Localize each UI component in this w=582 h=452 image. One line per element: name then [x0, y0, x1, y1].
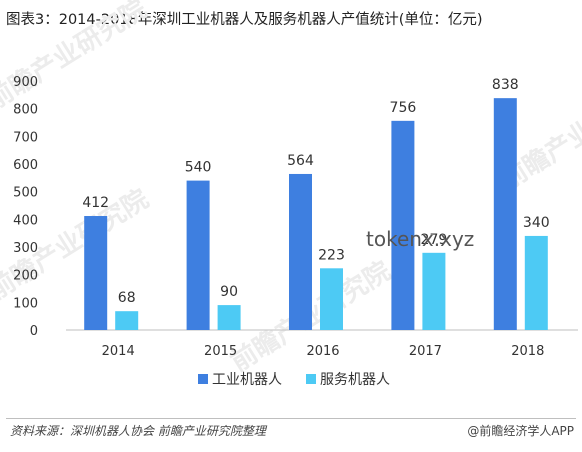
- legend-label: 服务机器人: [320, 372, 390, 388]
- data-label: 279: [421, 232, 448, 248]
- x-tick-label: 2015: [204, 344, 237, 359]
- y-tick-label: 500: [13, 186, 38, 201]
- data-label: 838: [492, 77, 519, 93]
- chart-title: 图表3：2014-2018年深圳工业机器人及服务机器人产值统计(单位：亿元): [6, 12, 483, 28]
- legend-swatch: [198, 374, 208, 384]
- bar-service-2017: [422, 252, 446, 330]
- y-tick-label: 100: [13, 296, 38, 311]
- footer-divider: [6, 418, 576, 419]
- y-tick-label: 900: [13, 75, 38, 90]
- data-label: 90: [220, 284, 238, 300]
- x-tick-label: 2017: [409, 344, 442, 359]
- bar-industrial-2015: [186, 180, 210, 330]
- y-tick-label: 400: [13, 213, 38, 228]
- bar-industrial-2014: [84, 216, 108, 330]
- y-tick-label: 200: [13, 269, 38, 284]
- legend-swatch: [306, 374, 316, 384]
- data-label: 564: [287, 153, 314, 169]
- y-tick-label: 0: [30, 324, 38, 339]
- y-axis: 0 100 200 300 400 500 600 700 800 900: [13, 75, 38, 339]
- y-tick-label: 600: [13, 158, 38, 173]
- bar-industrial-2018: [493, 98, 517, 330]
- data-labels: 412 68 540 90 564 223 756 279 838 340: [82, 77, 549, 306]
- x-tick-label: 2016: [306, 344, 339, 359]
- y-tick-label: 700: [13, 130, 38, 145]
- bar-service-2018: [524, 235, 548, 330]
- data-label: 756: [390, 100, 417, 116]
- footer-source: 资料来源：深圳机器人协会 前瞻产业研究院整理: [10, 424, 266, 438]
- watermark-text: 前瞻产业研究院: [0, 0, 152, 116]
- data-label: 340: [523, 215, 550, 231]
- bars: [84, 98, 548, 330]
- legend: 工业机器人 服务机器人: [198, 372, 390, 388]
- overlay-text: tokenx.xyz: [366, 227, 474, 251]
- y-tick-label: 800: [13, 103, 38, 118]
- data-label: 412: [82, 195, 109, 211]
- bar-service-2014: [115, 311, 139, 330]
- footer: 资料来源：深圳机器人协会 前瞻产业研究院整理 @前瞻经济学人APP: [0, 418, 582, 444]
- data-label: 68: [118, 290, 136, 306]
- bar-chart: 前瞻产业研究院前瞻产业研究院前瞻产业研究院前瞻产业研究院 01002003004…: [0, 0, 582, 388]
- x-tick-label: 2018: [511, 344, 544, 359]
- footer-brand: @前瞻经济学人APP: [467, 424, 574, 438]
- bar-service-2016: [320, 268, 343, 330]
- bar-industrial-2016: [289, 173, 312, 330]
- y-tick-label: 300: [13, 241, 38, 256]
- data-label: 540: [185, 160, 212, 176]
- x-axis: 2014 2015 2016 2017 2018: [66, 329, 578, 359]
- x-tick-label: 2014: [102, 344, 135, 359]
- data-label: 223: [318, 247, 345, 263]
- legend-label: 工业机器人: [212, 372, 282, 388]
- bar-industrial-2017: [391, 120, 415, 330]
- bar-service-2015: [217, 305, 241, 330]
